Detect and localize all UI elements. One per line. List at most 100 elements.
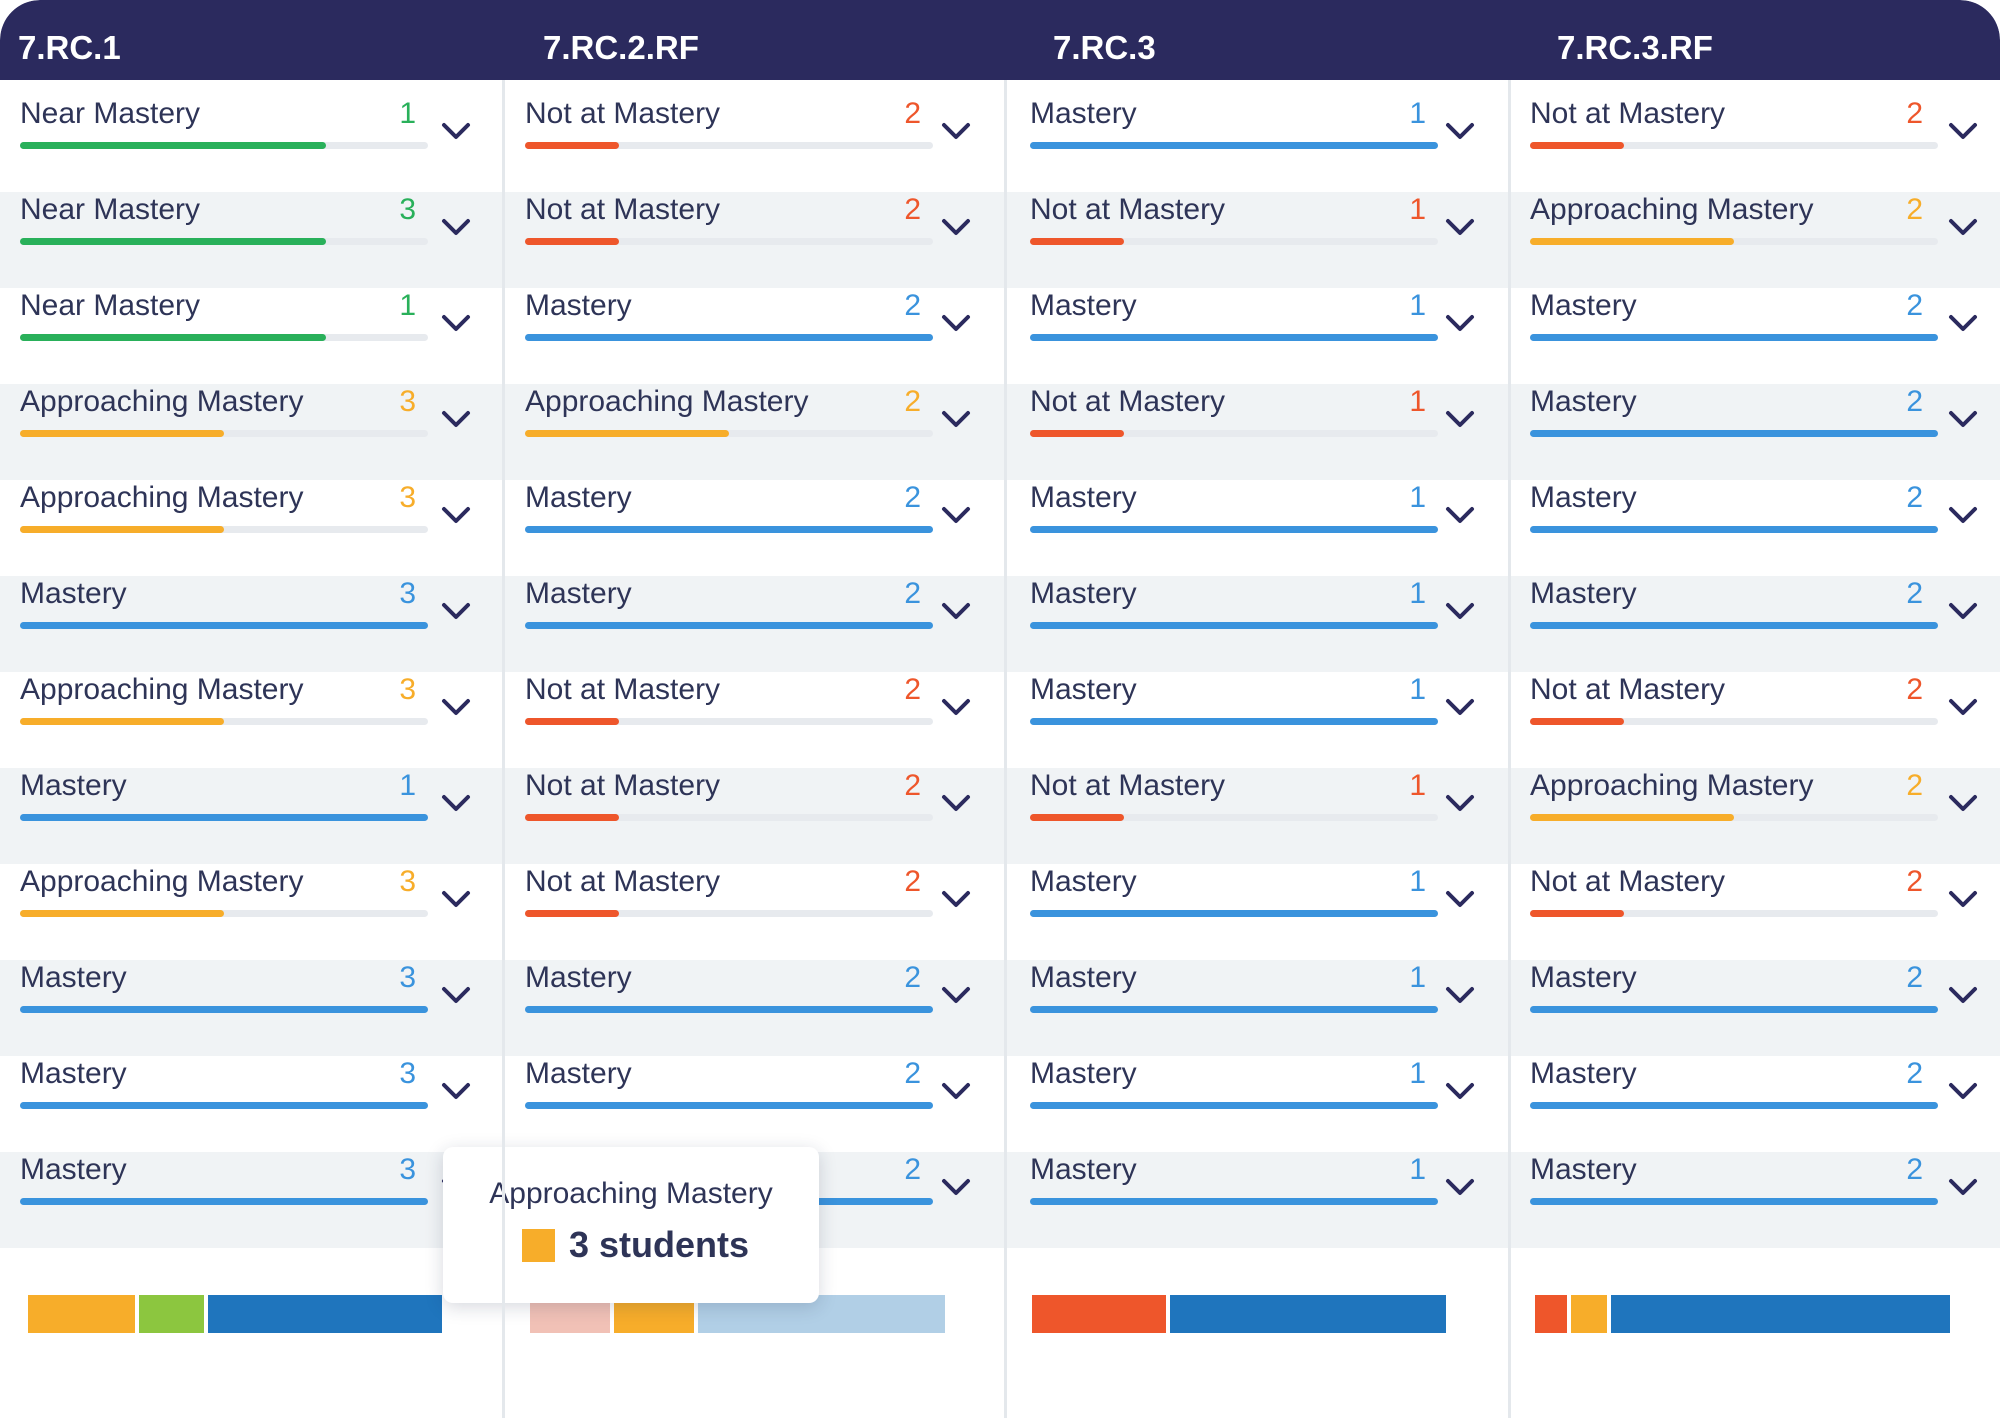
mastery-cell[interactable]: Mastery 1 bbox=[1030, 564, 1496, 660]
summary-segment[interactable] bbox=[1571, 1295, 1607, 1333]
mastery-cell[interactable]: Mastery 1 bbox=[1030, 1140, 1496, 1236]
chevron-down-icon[interactable] bbox=[1941, 302, 1985, 346]
mastery-cell[interactable]: Mastery 2 bbox=[1530, 1044, 1999, 1140]
mastery-cell[interactable]: Approaching Mastery 3 bbox=[20, 372, 492, 468]
summary-segment[interactable] bbox=[1535, 1295, 1567, 1333]
chevron-down-icon[interactable] bbox=[1941, 686, 1985, 730]
mastery-cell[interactable]: Mastery 2 bbox=[1530, 1140, 1999, 1236]
chevron-down-icon[interactable] bbox=[1438, 1166, 1482, 1210]
mastery-cell[interactable]: Not at Mastery 2 bbox=[525, 180, 992, 276]
chevron-down-icon[interactable] bbox=[934, 782, 978, 826]
chevron-down-icon[interactable] bbox=[1438, 782, 1482, 826]
chevron-down-icon[interactable] bbox=[434, 302, 478, 346]
chevron-down-icon[interactable] bbox=[1941, 206, 1985, 250]
mastery-cell[interactable]: Approaching Mastery 3 bbox=[20, 852, 492, 948]
chevron-down-icon[interactable] bbox=[434, 878, 478, 922]
mastery-cell[interactable]: Mastery 3 bbox=[20, 1140, 492, 1236]
chevron-down-icon[interactable] bbox=[434, 974, 478, 1018]
mastery-cell[interactable]: Not at Mastery 1 bbox=[1030, 756, 1496, 852]
summary-segment[interactable] bbox=[1032, 1295, 1166, 1333]
mastery-cell[interactable]: Mastery 2 bbox=[525, 948, 992, 1044]
chevron-down-icon[interactable] bbox=[434, 110, 478, 154]
mastery-cell[interactable]: Approaching Mastery 2 bbox=[1530, 756, 1999, 852]
mastery-cell[interactable]: Mastery 2 bbox=[1530, 468, 1999, 564]
chevron-down-icon[interactable] bbox=[434, 590, 478, 634]
chevron-down-icon[interactable] bbox=[934, 302, 978, 346]
summary-segment[interactable] bbox=[1611, 1295, 1950, 1333]
mastery-cell[interactable]: Mastery 3 bbox=[20, 948, 492, 1044]
mastery-cell[interactable]: Not at Mastery 2 bbox=[1530, 84, 1999, 180]
chevron-down-icon[interactable] bbox=[934, 1166, 978, 1210]
chevron-down-icon[interactable] bbox=[934, 974, 978, 1018]
mastery-cell[interactable]: Mastery 2 bbox=[1530, 276, 1999, 372]
summary-bar[interactable] bbox=[1032, 1295, 1450, 1333]
chevron-down-icon[interactable] bbox=[1438, 302, 1482, 346]
chevron-down-icon[interactable] bbox=[934, 686, 978, 730]
chevron-down-icon[interactable] bbox=[1438, 686, 1482, 730]
chevron-down-icon[interactable] bbox=[934, 878, 978, 922]
mastery-cell[interactable]: Not at Mastery 1 bbox=[1030, 180, 1496, 276]
mastery-cell[interactable]: Mastery 1 bbox=[1030, 276, 1496, 372]
mastery-cell[interactable]: Mastery 2 bbox=[525, 468, 992, 564]
mastery-cell[interactable]: Mastery 2 bbox=[1530, 564, 1999, 660]
mastery-cell[interactable]: Mastery 2 bbox=[525, 276, 992, 372]
chevron-down-icon[interactable] bbox=[934, 110, 978, 154]
summary-bar[interactable] bbox=[1535, 1295, 1953, 1333]
mastery-cell[interactable]: Not at Mastery 2 bbox=[525, 84, 992, 180]
chevron-down-icon[interactable] bbox=[1438, 398, 1482, 442]
mastery-cell[interactable]: Not at Mastery 2 bbox=[525, 852, 992, 948]
chevron-down-icon[interactable] bbox=[434, 494, 478, 538]
chevron-down-icon[interactable] bbox=[1438, 878, 1482, 922]
summary-bar[interactable] bbox=[28, 1295, 446, 1333]
chevron-down-icon[interactable] bbox=[434, 206, 478, 250]
mastery-cell[interactable]: Not at Mastery 2 bbox=[525, 660, 992, 756]
chevron-down-icon[interactable] bbox=[1438, 974, 1482, 1018]
chevron-down-icon[interactable] bbox=[434, 686, 478, 730]
chevron-down-icon[interactable] bbox=[1438, 1070, 1482, 1114]
mastery-cell[interactable]: Mastery 1 bbox=[1030, 948, 1496, 1044]
chevron-down-icon[interactable] bbox=[1438, 494, 1482, 538]
chevron-down-icon[interactable] bbox=[934, 590, 978, 634]
mastery-cell[interactable]: Mastery 1 bbox=[1030, 1044, 1496, 1140]
chevron-down-icon[interactable] bbox=[1941, 1070, 1985, 1114]
chevron-down-icon[interactable] bbox=[1941, 110, 1985, 154]
chevron-down-icon[interactable] bbox=[1941, 878, 1985, 922]
summary-segment[interactable] bbox=[1170, 1295, 1446, 1333]
mastery-cell[interactable]: Not at Mastery 2 bbox=[525, 756, 992, 852]
chevron-down-icon[interactable] bbox=[1941, 782, 1985, 826]
mastery-cell[interactable]: Not at Mastery 2 bbox=[1530, 660, 1999, 756]
mastery-cell[interactable]: Mastery 2 bbox=[525, 1044, 992, 1140]
chevron-down-icon[interactable] bbox=[1438, 206, 1482, 250]
mastery-cell[interactable]: Mastery 1 bbox=[1030, 660, 1496, 756]
chevron-down-icon[interactable] bbox=[434, 782, 478, 826]
mastery-cell[interactable]: Approaching Mastery 3 bbox=[20, 468, 492, 564]
mastery-cell[interactable]: Approaching Mastery 2 bbox=[1530, 180, 1999, 276]
mastery-cell[interactable]: Near Mastery 1 bbox=[20, 84, 492, 180]
mastery-cell[interactable]: Not at Mastery 2 bbox=[1530, 852, 1999, 948]
mastery-cell[interactable]: Not at Mastery 1 bbox=[1030, 372, 1496, 468]
chevron-down-icon[interactable] bbox=[1941, 398, 1985, 442]
mastery-cell[interactable]: Mastery 2 bbox=[525, 564, 992, 660]
chevron-down-icon[interactable] bbox=[934, 1070, 978, 1114]
chevron-down-icon[interactable] bbox=[934, 494, 978, 538]
summary-segment[interactable] bbox=[139, 1295, 204, 1333]
mastery-cell[interactable]: Approaching Mastery 3 bbox=[20, 660, 492, 756]
mastery-cell[interactable]: Approaching Mastery 2 bbox=[525, 372, 992, 468]
chevron-down-icon[interactable] bbox=[934, 398, 978, 442]
summary-segment[interactable] bbox=[28, 1295, 135, 1333]
chevron-down-icon[interactable] bbox=[1438, 110, 1482, 154]
mastery-cell[interactable]: Mastery 1 bbox=[20, 756, 492, 852]
mastery-cell[interactable]: Near Mastery 3 bbox=[20, 180, 492, 276]
mastery-cell[interactable]: Mastery 3 bbox=[20, 1044, 492, 1140]
mastery-cell[interactable]: Mastery 2 bbox=[1530, 948, 1999, 1044]
chevron-down-icon[interactable] bbox=[1941, 590, 1985, 634]
chevron-down-icon[interactable] bbox=[934, 206, 978, 250]
summary-segment[interactable] bbox=[208, 1295, 442, 1333]
mastery-cell[interactable]: Near Mastery 1 bbox=[20, 276, 492, 372]
mastery-cell[interactable]: Mastery 2 bbox=[1530, 372, 1999, 468]
chevron-down-icon[interactable] bbox=[434, 398, 478, 442]
chevron-down-icon[interactable] bbox=[1438, 590, 1482, 634]
mastery-cell[interactable]: Mastery 3 bbox=[20, 564, 492, 660]
chevron-down-icon[interactable] bbox=[1941, 974, 1985, 1018]
mastery-cell[interactable]: Mastery 1 bbox=[1030, 852, 1496, 948]
